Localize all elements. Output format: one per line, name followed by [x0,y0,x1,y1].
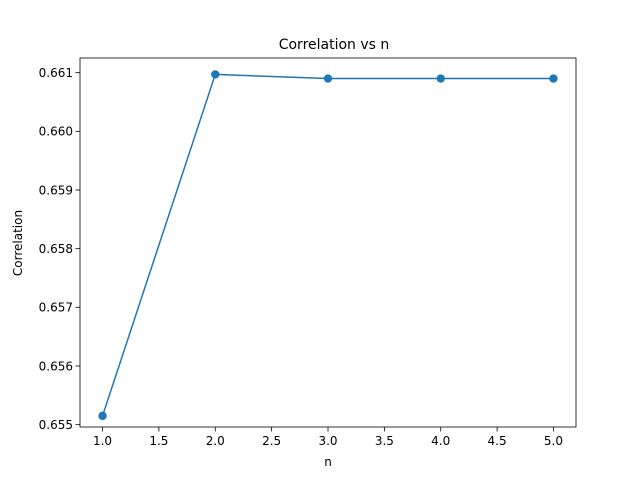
x-tick-label: 4.5 [488,434,507,448]
x-tick-label: 2.5 [262,434,281,448]
x-tick-label: 4.0 [431,434,450,448]
data-point [323,74,333,83]
data-point [549,74,558,83]
y-axis-label: Correlation [11,210,25,276]
x-tick-label: 3.5 [375,434,394,448]
x-tick-label: 5.0 [544,434,563,448]
data-point [436,74,445,83]
x-tick-label: 3.0 [318,434,337,448]
data-point [98,411,107,421]
y-tick-label: 0.659 [39,183,73,197]
x-tick-label: 2.0 [206,434,225,448]
x-axis-label: n [324,455,332,469]
x-tick-label: 1.5 [149,434,168,448]
y-tick-label: 0.658 [39,242,73,256]
x-tick-label: 1.0 [93,434,112,448]
y-tick-label: 0.661 [39,66,73,80]
y-tick-label: 0.655 [39,418,73,432]
y-tick-label: 0.660 [39,125,73,139]
y-tick-label: 0.656 [39,359,73,373]
chart-title: Correlation vs n [279,37,390,53]
plot-area: 1.0 1.5 2.0 2.5 3.0 3.5 4.0 4.5 5.0 0.655 0.656 0.6… [39,57,577,448]
y-tick-label: 0.657 [39,301,73,315]
data-point [211,70,220,79]
